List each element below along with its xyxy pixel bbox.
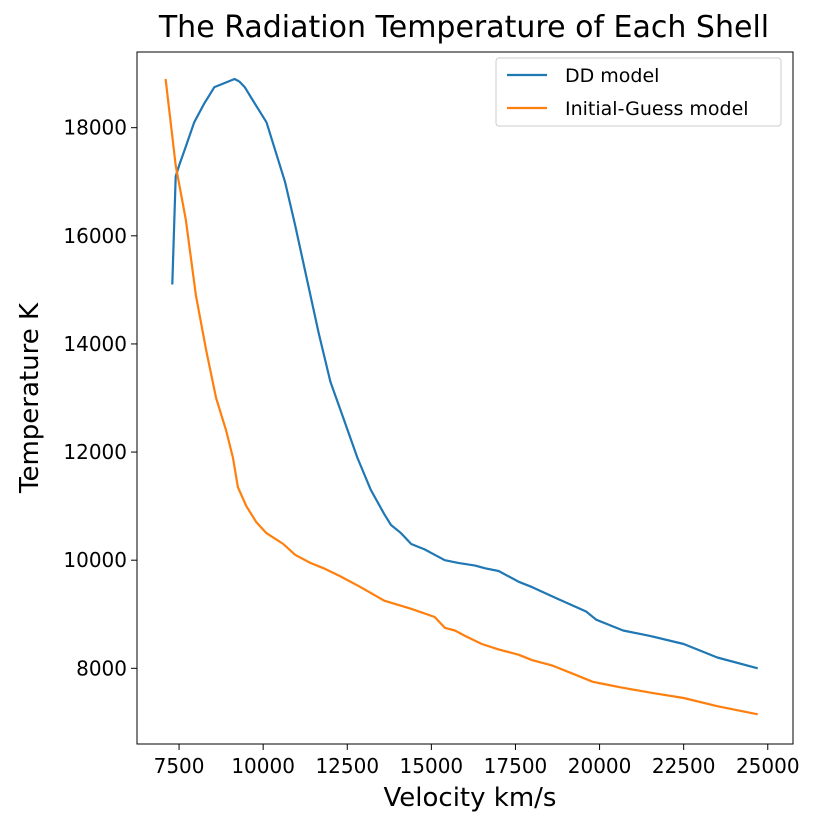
y-tick-label: 18000 (63, 116, 127, 140)
y-tick-label: 8000 (76, 656, 127, 680)
x-tick-label: 20000 (568, 754, 632, 778)
x-tick-label: 17500 (484, 754, 548, 778)
y-tick-label: 14000 (63, 332, 127, 356)
x-tick-label: 7500 (154, 754, 205, 778)
x-tick-label: 15000 (400, 754, 464, 778)
chart-title: The Radiation Temperature of Each Shell (158, 10, 769, 45)
series-lines (164, 77, 758, 716)
x-tick-label: 10000 (231, 754, 295, 778)
y-axis-title: Temperature K (15, 302, 45, 494)
y-tick-label: 16000 (63, 224, 127, 248)
x-tick-label: 22500 (652, 754, 716, 778)
x-axis-title: Velocity km/s (384, 783, 557, 813)
legend: DD model Initial-Guess model (495, 57, 782, 127)
x-axis: 7500 10000 12500 15000 17500 20000 22500 25000 (154, 744, 800, 778)
x-tick-label: 12500 (315, 754, 379, 778)
legend-box (495, 57, 782, 127)
y-axis: 8000 10000 12000 14000 16000 18000 (63, 116, 137, 680)
y-tick-label: 10000 (63, 548, 127, 572)
series-line-initial-guess-model (164, 78, 758, 716)
series-line-dd-model (171, 77, 758, 670)
legend-label-initial-guess-model: Initial-Guess model (565, 98, 749, 120)
x-tick-label: 25000 (736, 754, 800, 778)
y-tick-label: 12000 (63, 440, 127, 464)
plot-area-frame (136, 51, 794, 745)
legend-label-dd-model: DD model (565, 65, 659, 87)
